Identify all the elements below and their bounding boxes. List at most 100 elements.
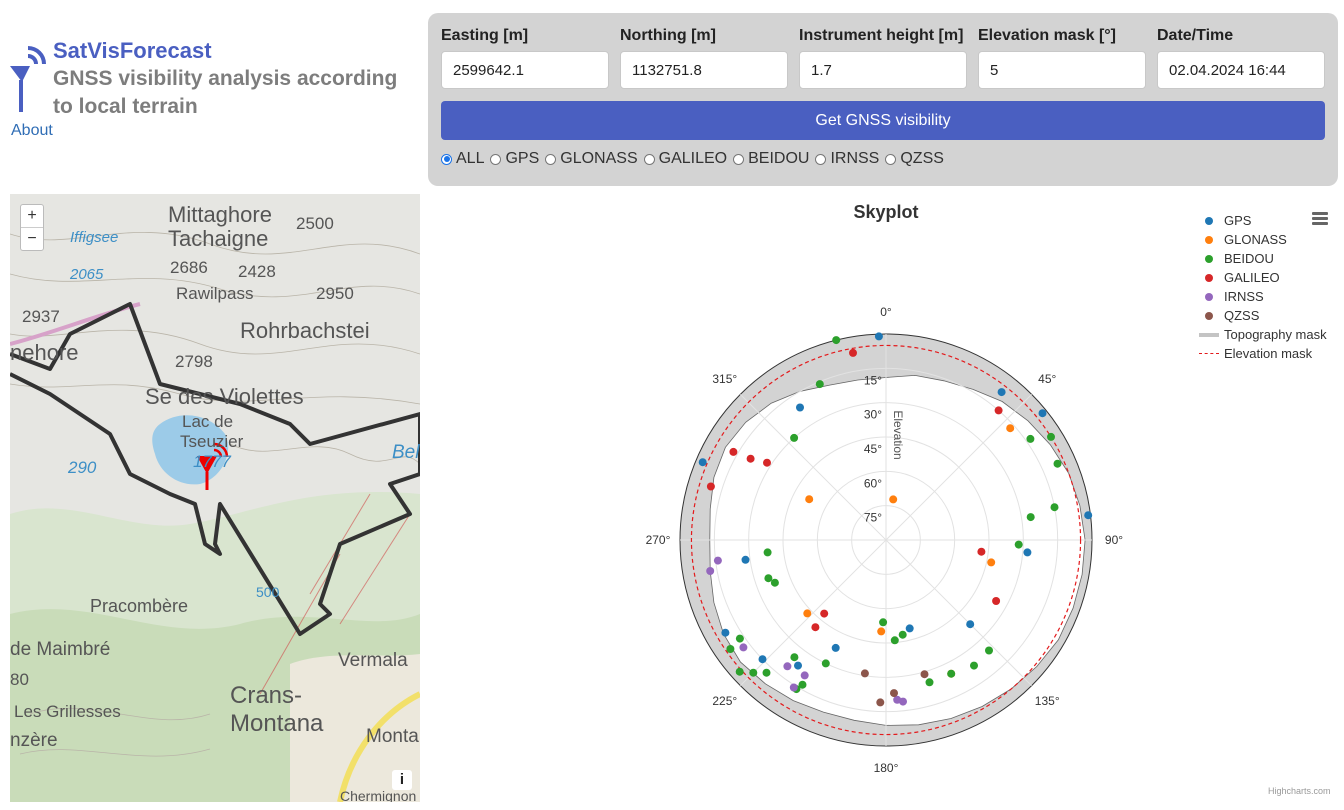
azimuth-tick-label: 0° [880,305,892,319]
easting-input[interactable] [441,51,609,89]
legend-label: IRNSS [1224,289,1264,304]
app-subtitle: GNSS visibility analysis according to lo… [53,67,398,118]
chart-legend: GPS GLONASS BEIDOU GALILEO IRNSS QZSS Topograp… [1198,211,1327,363]
satellite-point-irnss [783,662,792,671]
zoom-out-button[interactable]: − [27,230,37,247]
radio-button-icon[interactable] [885,153,897,165]
skyplot-svg: 0° 45° 90° 135° 180° 225° 270° 315° 15° 30° 45° 60°… [646,305,1124,775]
satellite-point-beidou [1014,540,1023,549]
satellite-point-glonass [805,495,814,504]
map-place-label: 2428 [238,262,276,281]
instrument-height-input[interactable] [799,51,967,89]
map-place-label: Montana [230,710,324,737]
radio-button-icon[interactable] [643,153,655,165]
radio-glonass[interactable]: GLONASS [545,150,638,168]
datetime-input[interactable] [1157,51,1325,89]
satellite-point-galileo [977,547,986,556]
legend-item[interactable]: IRNSS [1198,287,1327,306]
satellite-point-gps [966,620,975,629]
map-place-label: Tachaigne [168,226,269,251]
satellite-point-beidou [1047,432,1055,441]
satellite-point-beidou [821,659,830,668]
map-place-label: Vermala [338,650,408,671]
elevation-tick-label: 15° [864,373,882,387]
map-place-label: Mittaghore [168,202,272,227]
azimuth-tick-label: 180° [874,761,899,775]
gnss-system-radio-group: ALL GPS GLONASS GALILEO BEIDOU IRNSS QZSS [441,150,950,168]
chart-credits: Highcharts.com [1268,786,1331,796]
radio-button-icon[interactable] [490,153,502,165]
radio-button-icon[interactable] [441,153,452,165]
radio-galileo[interactable]: GALILEO [643,150,727,168]
map-place-label: nzère [10,730,58,751]
satellite-point-gps [905,624,914,633]
legend-item[interactable]: Elevation mask [1198,344,1327,363]
satellite-point-gps [1038,409,1047,418]
map-place-label: 1777 [193,452,231,471]
zoom-in-button[interactable]: + [21,205,43,228]
satellite-point-beidou [749,668,758,677]
satellite-point-galileo [811,623,820,632]
easting-label: Easting [m] [441,27,529,44]
map-place-label: Lac de [182,412,234,431]
about-link[interactable]: About [11,122,53,139]
radio-gps[interactable]: GPS [490,150,539,168]
radio-button-icon[interactable] [815,153,827,165]
satellite-point-irnss [789,683,798,692]
radial-axis-title: Elevation [891,410,905,459]
satellite-point-gps [758,655,767,664]
satellite-point-glonass [1006,424,1015,433]
legend-item[interactable]: GLONASS [1198,230,1327,249]
northing-input[interactable] [620,51,788,89]
satellite-point-beidou [1026,513,1035,522]
chart-title: Skyplot [853,202,919,222]
legend-label: GPS [1224,213,1252,228]
legend-item[interactable]: QZSS [1198,306,1327,325]
map-place-label: Crans- [230,682,303,709]
get-gnss-visibility-button[interactable]: Get GNSS visibility [441,101,1325,140]
satellite-point-qzss [920,670,929,679]
map-place-label: Se des Violettes [145,384,304,409]
azimuth-grid-line [885,393,1033,541]
azimuth-tick-label: 45° [1038,372,1056,386]
skyplot-chart: Skyplot GPS GLONASS BEIDOU GALILEO IRNSS QZSS… [428,196,1344,806]
satellite-point-gps [997,388,1006,397]
elevation-mask-field: Elevation mask [°] [978,27,1146,89]
legend-item[interactable]: Topography mask [1198,325,1327,344]
legend-label: Topography mask [1224,327,1327,342]
map-place-label: nehore [10,340,79,365]
satellite-point-gps [1023,548,1032,557]
topographic-map[interactable]: Mittaghore Tachaigne 2500 Iffigsee 2065 2686 2… [10,194,420,802]
datetime-label: Date/Time [1157,27,1234,44]
satellite-point-beidou [790,653,799,662]
elevation-tick-label: 30° [864,408,882,422]
radio-button-icon[interactable] [733,153,745,165]
satellite-point-irnss [706,567,715,575]
map-place-label: 500 [256,584,280,600]
radio-all[interactable]: ALL [441,150,484,168]
elevation-mask-input[interactable] [978,51,1146,89]
radio-button-icon[interactable] [545,153,557,165]
map-info-button[interactable]: i [392,770,412,790]
satellite-point-galileo [820,609,829,618]
legend-item[interactable]: GALILEO [1198,268,1327,287]
radio-beidou[interactable]: BEIDOU [733,150,809,168]
satellite-point-glonass [877,627,886,636]
chart-menu-icon[interactable] [1312,212,1328,226]
map-place-label: 2065 [70,266,104,283]
legend-item[interactable]: GPS [1198,211,1327,230]
satellite-point-gps [831,643,840,652]
satellite-point-glonass [987,558,996,567]
satellite-point-galileo [992,597,1001,605]
satellite-point-beidou [762,668,771,677]
satellite-point-beidou [879,618,888,627]
satellite-point-beidou [815,380,824,389]
radio-irnss[interactable]: IRNSS [815,150,879,168]
map-place-label: Les Grillesses [14,702,121,721]
satellite-point-beidou [798,680,807,689]
map-place-label: 2686 [170,258,208,277]
legend-item[interactable]: BEIDOU [1198,249,1327,268]
satellite-point-beidou [970,661,978,670]
easting-field: Easting [m] [441,27,609,89]
radio-qzss[interactable]: QZSS [885,150,944,168]
